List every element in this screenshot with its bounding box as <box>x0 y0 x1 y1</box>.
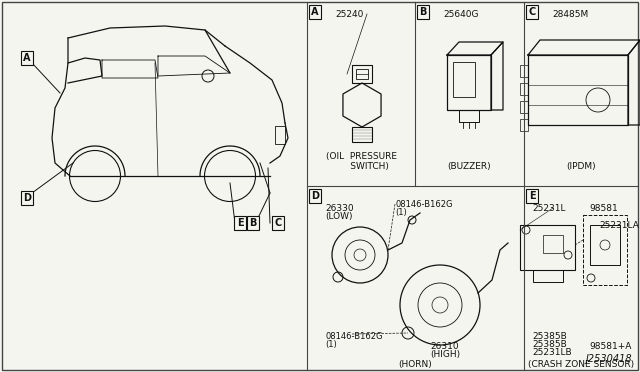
Text: E: E <box>529 191 535 201</box>
Text: J2530418: J2530418 <box>586 354 632 364</box>
Bar <box>453 62 475 97</box>
Text: E: E <box>237 218 243 228</box>
Text: (OIL  PRESSURE: (OIL PRESSURE <box>326 152 397 161</box>
Text: 26330: 26330 <box>325 204 354 213</box>
Text: 25231LB: 25231LB <box>532 348 572 357</box>
Text: 25231LA: 25231LA <box>599 221 639 230</box>
Text: B: B <box>250 218 257 228</box>
Bar <box>520 65 528 77</box>
Text: 98581: 98581 <box>589 204 618 213</box>
Bar <box>447 55 491 110</box>
Bar <box>533 270 563 282</box>
Text: D: D <box>311 191 319 201</box>
Text: 25240: 25240 <box>335 10 364 19</box>
Bar <box>528 55 628 125</box>
Text: (1): (1) <box>395 208 407 217</box>
Text: 08146-B162G: 08146-B162G <box>325 332 383 341</box>
Text: D: D <box>23 193 31 203</box>
Bar <box>352 127 372 142</box>
Text: (HORN): (HORN) <box>399 360 433 369</box>
Text: 25385B: 25385B <box>532 332 567 341</box>
Bar <box>352 65 372 83</box>
Text: SWITCH): SWITCH) <box>333 162 389 171</box>
Text: 25385B: 25385B <box>532 340 567 349</box>
Text: 26310: 26310 <box>430 342 459 351</box>
Bar <box>356 69 368 79</box>
Text: 25640G: 25640G <box>443 10 479 19</box>
Text: (CRASH ZONE SENSOR): (CRASH ZONE SENSOR) <box>528 360 634 369</box>
Text: 28485M: 28485M <box>552 10 588 19</box>
Text: 25231L: 25231L <box>532 204 566 213</box>
Text: (HIGH): (HIGH) <box>430 350 460 359</box>
Text: (1): (1) <box>325 340 337 349</box>
Text: (IPDM): (IPDM) <box>566 162 596 171</box>
Text: (BUZZER): (BUZZER) <box>448 162 492 171</box>
Bar <box>543 235 563 253</box>
Text: A: A <box>23 53 31 63</box>
Text: (LOW): (LOW) <box>325 212 353 221</box>
Text: 08146-B162G: 08146-B162G <box>395 200 452 209</box>
Bar <box>275 126 285 144</box>
Text: C: C <box>275 218 282 228</box>
Bar <box>520 83 528 95</box>
Bar <box>520 101 528 113</box>
Text: A: A <box>311 7 319 17</box>
Bar <box>520 225 575 270</box>
Text: 98581+A: 98581+A <box>589 342 632 351</box>
Bar <box>520 119 528 131</box>
Text: B: B <box>419 7 427 17</box>
Text: C: C <box>529 7 536 17</box>
Bar <box>459 110 479 122</box>
Bar <box>590 225 620 265</box>
